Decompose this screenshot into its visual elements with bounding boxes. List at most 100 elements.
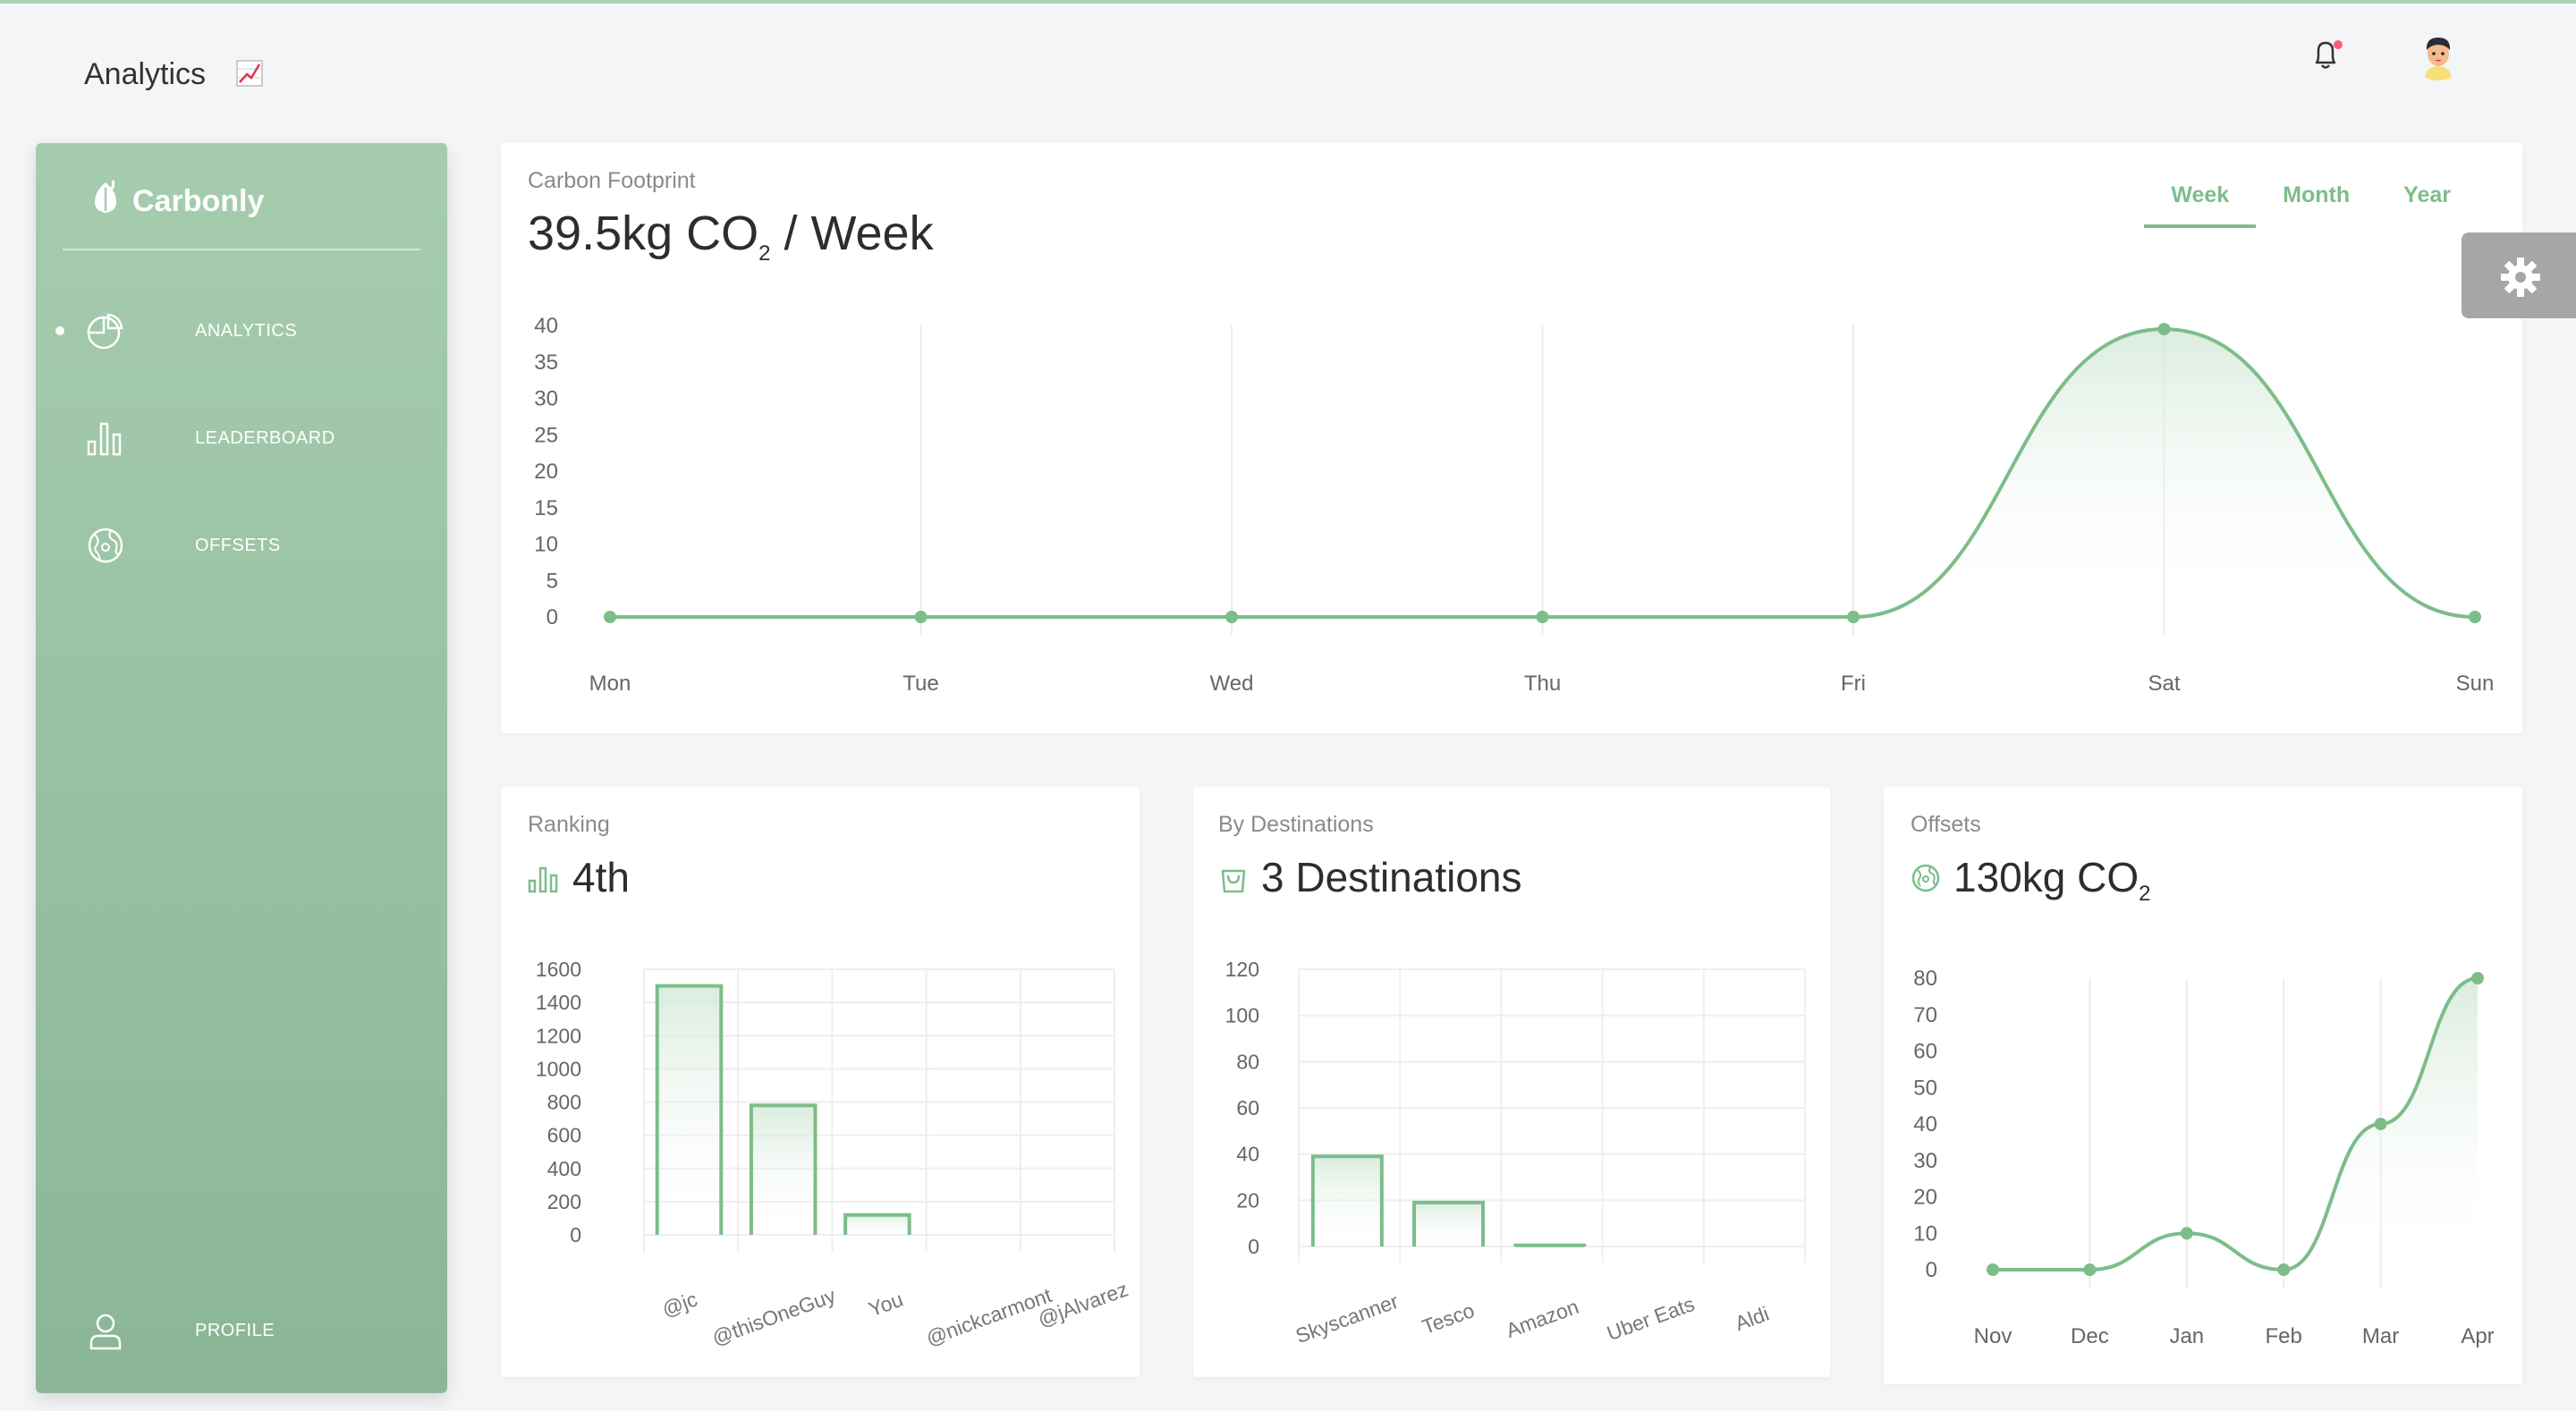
data-point — [914, 611, 928, 623]
x-tick-label: Feb — [2266, 1324, 2302, 1348]
notification-bell-button[interactable] — [2306, 34, 2349, 77]
y-tick-label: 5 — [547, 569, 558, 593]
y-tick-label: 50 — [1913, 1076, 1937, 1100]
shopping-bag-icon — [1221, 869, 1246, 893]
data-point — [2180, 1227, 2193, 1240]
data-point — [2469, 611, 2481, 623]
tab-week[interactable]: Week — [2144, 182, 2257, 228]
x-tick-label: Sun — [2456, 672, 2495, 696]
tab-month[interactable]: Month — [2283, 182, 2351, 207]
footprint-line-chart: 0 5 10 15 20 25 30 35 40 Mon Tue Wed Thu Fri Sat Sun — [534, 314, 2495, 696]
card-subtitle: Carbon Footprint — [528, 168, 696, 193]
x-tick-label: Jan — [2169, 1324, 2204, 1348]
y-tick-label: 120 — [1225, 958, 1259, 981]
data-point — [1847, 611, 1860, 623]
y-tick-label: 0 — [547, 605, 558, 629]
data-point — [2374, 1118, 2387, 1130]
sidebar: Carbonly ANALYTICS LEADERBOARD OFFSETS — [36, 143, 447, 1393]
bar-outline — [749, 1103, 818, 1235]
top-accent-line — [0, 0, 2576, 4]
y-tick-label: 0 — [1248, 1235, 1259, 1258]
y-tick-label: 0 — [1926, 1258, 1937, 1282]
y-tick-label: 400 — [547, 1157, 581, 1180]
y-tick-label: 600 — [547, 1124, 581, 1147]
notification-dot — [2334, 40, 2343, 49]
bar-chart-icon — [87, 422, 122, 456]
x-tick-label: Fri — [1841, 672, 1866, 696]
y-tick-label: 35 — [534, 351, 558, 375]
x-tick-label: @nickcarmont — [923, 1283, 1055, 1350]
y-tick-label: 40 — [534, 314, 558, 338]
x-tick-label: Aldi — [1732, 1302, 1772, 1336]
brand-name: Carbonly — [132, 184, 265, 218]
data-point — [1225, 611, 1238, 623]
y-tick-label: 15 — [534, 496, 558, 520]
user-avatar[interactable] — [2411, 27, 2465, 80]
gear-icon — [2501, 258, 2540, 297]
chart-increasing-icon — [235, 60, 263, 95]
x-tick-label: Wed — [1210, 672, 1254, 696]
card-subtitle: Offsets — [1911, 812, 1981, 837]
brand-logo[interactable]: Carbonly — [89, 179, 264, 223]
bar — [1312, 1156, 1382, 1246]
card-subtitle: Ranking — [528, 812, 610, 837]
tab-year[interactable]: Year — [2403, 182, 2451, 207]
destinations-value: 3 Destinations — [1218, 853, 1522, 901]
y-tick-label: 20 — [1236, 1188, 1259, 1212]
destinations-value-text: 3 Destinations — [1261, 854, 1522, 900]
data-point — [2277, 1263, 2291, 1276]
card-subtitle: By Destinations — [1218, 812, 1374, 837]
offsets-value-text: 130kg CO — [1953, 854, 2140, 900]
destinations-card: By Destinations 3 Destinations 0 20 40 60 80… — [1193, 787, 1830, 1377]
active-indicator-dot — [55, 326, 64, 335]
y-tick-label: 1600 — [536, 958, 581, 981]
globe-icon — [88, 528, 123, 563]
leaf-icon — [89, 179, 122, 223]
area-fill — [1993, 978, 2478, 1270]
y-tick-label: 1400 — [536, 991, 581, 1014]
x-tick-label: @jAlvarez — [1035, 1277, 1131, 1331]
x-tick-label: Sat — [2148, 672, 2180, 696]
y-tick-label: 60 — [1236, 1096, 1259, 1120]
user-avatar-icon — [2411, 27, 2465, 80]
bar — [657, 985, 722, 1235]
x-tick-label: You — [866, 1288, 906, 1322]
bell-icon — [2315, 40, 2343, 69]
user-icon — [89, 1314, 122, 1350]
y-tick-label: 40 — [1913, 1112, 1937, 1136]
sidebar-item-label: OFFSETS — [195, 536, 281, 555]
area-fill — [610, 329, 2475, 617]
y-tick-label: 25 — [534, 423, 558, 447]
ranking-card: Ranking 4th 0 200 400 600 800 1000 1200 1400 160… — [501, 787, 1140, 1377]
brand-divider — [63, 249, 420, 250]
footprint-value-subscript: 2 — [758, 241, 771, 266]
footprint-value: 39.5kg CO2 / Week — [528, 206, 934, 266]
y-tick-label: 30 — [534, 387, 558, 411]
destinations-bar-chart: 0 20 40 60 80 100 120 Skyscanner Tesco Amazon Uber… — [1225, 958, 1806, 1348]
y-tick-label: 1000 — [536, 1057, 581, 1080]
bar-chart-icon — [528, 866, 558, 893]
offsets-value-subscript: 2 — [2139, 882, 2151, 907]
settings-button[interactable] — [2462, 232, 2576, 318]
sidebar-item-label: LEADERBOARD — [195, 428, 335, 448]
x-tick-label: Uber Eats — [1604, 1292, 1698, 1345]
offsets-line-chart: 0 10 20 30 40 50 60 70 80 Nov Dec Jan Feb Mar Apr — [1913, 967, 2494, 1348]
y-tick-label: 20 — [1913, 1186, 1937, 1210]
footprint-value-suffix: / Week — [770, 207, 934, 260]
x-tick-label: Tue — [902, 672, 938, 696]
bar — [845, 1214, 910, 1235]
page-title: Analytics — [84, 57, 263, 95]
x-tick-label: Dec — [2071, 1324, 2109, 1348]
bar-outline — [1412, 1200, 1486, 1246]
period-tabs: Week Month Year — [2144, 182, 2478, 228]
data-point — [2471, 972, 2484, 984]
pie-chart-icon — [87, 313, 123, 350]
x-tick-label: Nov — [1974, 1324, 2012, 1348]
bar — [1414, 1202, 1484, 1246]
y-tick-label: 100 — [1225, 1004, 1259, 1027]
x-tick-label: Amazon — [1503, 1295, 1581, 1342]
bar-outline — [1310, 1154, 1384, 1246]
y-tick-label: 10 — [1913, 1221, 1937, 1246]
x-tick-label: Tesco — [1419, 1298, 1477, 1339]
bar — [750, 1105, 816, 1235]
